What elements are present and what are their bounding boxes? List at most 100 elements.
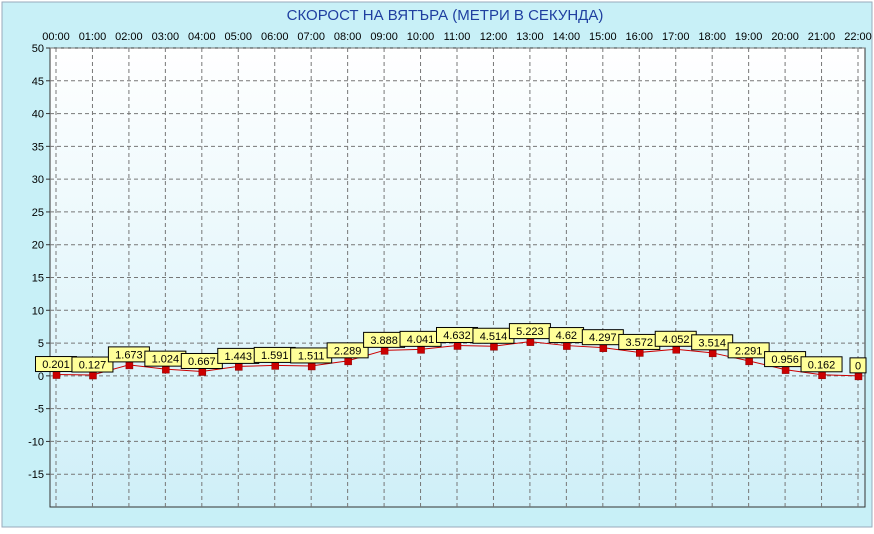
x-tick-label: 05:00 <box>225 31 253 43</box>
data-label: 4.052 <box>654 330 697 347</box>
data-point <box>307 362 316 371</box>
data-label-box <box>71 356 114 373</box>
data-point <box>235 363 243 371</box>
x-tick-label: 20:00 <box>771 31 799 43</box>
data-label: 0.667 <box>180 352 223 369</box>
x-tick-label: 03:00 <box>152 31 180 43</box>
x-tick-label: 19:00 <box>735 31 763 43</box>
y-tick-label: 35 <box>32 141 44 153</box>
data-label: 3.572 <box>618 333 661 350</box>
y-tick-label: 15 <box>32 273 44 285</box>
data-label-text: 1.024 <box>152 354 180 366</box>
x-tick-label: 00:00 <box>42 31 70 43</box>
data-label: 4.632 <box>436 326 478 343</box>
data-point <box>162 365 170 374</box>
data-point <box>599 344 608 352</box>
data-point <box>708 349 717 358</box>
y-tick-label: 45 <box>32 76 44 88</box>
x-tick-label: 13:00 <box>516 31 544 43</box>
data-point <box>453 342 462 350</box>
data-label-text: 1.591 <box>261 350 289 362</box>
data-point <box>52 371 61 379</box>
data-label: 2.291 <box>727 342 770 359</box>
y-tick-label: -10 <box>28 436 44 448</box>
x-tick-label: 17:00 <box>662 31 690 43</box>
y-tick-label: 10 <box>32 305 44 317</box>
data-label: 4.514 <box>472 327 515 344</box>
x-axis-ticks: 00:00 01:00 02:00 03:00 04:00 05:00 06:00 07:00… <box>42 31 872 43</box>
data-point <box>417 346 425 354</box>
y-tick-label: 40 <box>32 109 44 121</box>
data-label-text: 0.956 <box>771 354 799 366</box>
data-label-text: 1.443 <box>225 351 253 363</box>
data-label-text: 0.162 <box>808 359 836 371</box>
data-point <box>672 346 680 354</box>
data-label: 1.511 <box>290 347 333 364</box>
data-label: 4.041 <box>399 330 442 347</box>
data-label-box <box>326 342 369 359</box>
data-label-text: 4.514 <box>480 331 508 343</box>
y-tick-label: 0 <box>38 371 44 383</box>
x-tick-label: 01:00 <box>79 31 107 43</box>
data-label-text: 2.289 <box>334 345 362 357</box>
data-label: 1.443 <box>217 347 260 364</box>
data-point <box>380 347 389 355</box>
data-label: 0.956 <box>764 351 807 368</box>
data-label-text: 0.201 <box>42 359 70 371</box>
data-point <box>125 361 134 370</box>
data-point <box>198 368 207 376</box>
data-label-text: 0.127 <box>79 360 107 372</box>
x-tick-label: 21:00 <box>808 31 836 43</box>
y-tick-label: 50 <box>32 43 44 55</box>
data-label-box <box>800 356 843 373</box>
data-label: 1.591 <box>253 346 296 363</box>
data-label-box <box>727 342 770 359</box>
x-tick-label: 22:00 <box>844 31 872 43</box>
data-label-box <box>691 334 734 351</box>
x-tick-label: 15:00 <box>589 31 617 43</box>
data-label-text: 0.667 <box>188 356 216 368</box>
data-point <box>344 357 352 366</box>
y-tick-label: 30 <box>32 174 44 186</box>
data-label-text: 3.572 <box>626 337 654 349</box>
data-label-text: 3.888 <box>370 335 398 347</box>
chart-title: СКОРОСТ НА ВЯТЪРА (МЕТРИ В СЕКУНДА) <box>287 7 604 24</box>
y-tick-label: 20 <box>32 240 44 252</box>
x-tick-label: 11:00 <box>444 31 471 43</box>
data-point <box>490 343 498 351</box>
x-tick-label: 10:00 <box>407 31 435 43</box>
data-label-text: 4.297 <box>589 332 617 344</box>
data-label: 5.223 <box>508 323 551 340</box>
x-tick-label: 08:00 <box>334 31 362 43</box>
data-point <box>854 372 863 381</box>
x-tick-label: 02:00 <box>115 31 143 43</box>
x-tick-label: 14:00 <box>553 31 581 43</box>
data-point <box>781 366 790 374</box>
x-tick-label: 12:00 <box>480 31 508 43</box>
y-tick-label: -15 <box>28 469 44 481</box>
data-label: 2.289 <box>326 342 369 359</box>
data-label: 4.62 <box>548 327 585 344</box>
data-label: 3.514 <box>691 334 734 351</box>
data-label-text: 0 <box>855 360 861 372</box>
data-point <box>89 371 97 380</box>
data-label-text: 3.514 <box>698 337 726 349</box>
data-point <box>636 349 644 357</box>
data-label-text: 1.673 <box>115 349 143 361</box>
data-label: 0.162 <box>800 356 843 373</box>
data-label: 3.888 <box>363 331 406 348</box>
data-label-text: 2.291 <box>735 345 763 357</box>
y-tick-label: 5 <box>38 338 44 350</box>
data-labels: 0.201 0.127 1.673 1.024 0.667 1.443 1.591 1.511… <box>35 323 867 374</box>
grid-lines <box>50 47 865 507</box>
data-point <box>271 362 279 370</box>
data-label: 1.024 <box>144 350 187 367</box>
data-label-text: 4.041 <box>407 334 435 346</box>
x-tick-label: 06:00 <box>261 31 289 43</box>
data-point <box>818 371 826 380</box>
data-label-text: 5.223 <box>516 326 544 338</box>
x-tick-label: 16:00 <box>626 31 654 43</box>
